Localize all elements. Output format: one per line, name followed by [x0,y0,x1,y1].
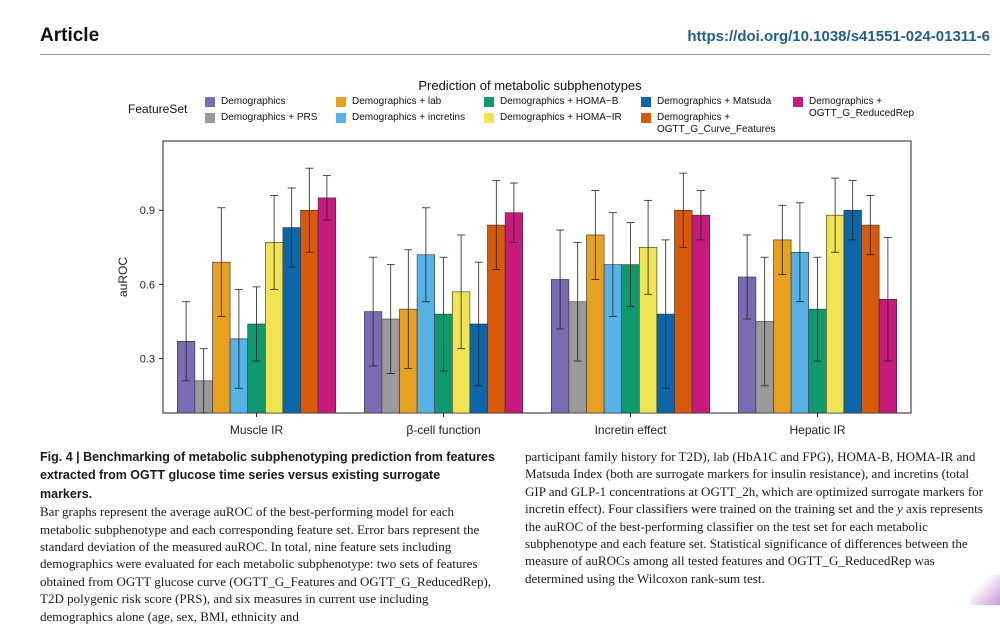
corner-decoration [970,575,1000,605]
page-header: Article https://doi.org/10.1038/s41551-0… [40,22,990,55]
y-tick-label: 0.6 [140,279,155,291]
chart-marks: 0.3 0.6 0.9 Muscle IR β-cell function Increti… [140,167,897,437]
y-axis-label: auROC [116,257,130,297]
y-tick-label: 0.9 [140,205,155,217]
caption-left: Fig. 4 | Benchmarking of metabolic subph… [40,448,495,625]
legend-label: Demographics + HOMA−B [500,96,619,107]
doi-link[interactable]: https://doi.org/10.1038/s41551-024-01311… [687,28,990,45]
caption-y-italic: y [896,501,903,517]
legend-label: OGTT_G_Curve_Features [657,124,776,135]
legend-swatch [484,113,494,123]
bar [691,214,710,414]
legend-title: FeatureSet [128,102,188,116]
legend-swatch [205,113,215,123]
article-label: Article [40,25,100,46]
x-tick-label: Hepatic IR [789,423,845,437]
caption-title: Fig. 4 | Benchmarking of metabolic subph… [40,450,495,501]
legend-label: Demographics + lab [352,96,442,107]
x-tick-label: Muscle IR [230,423,284,437]
y-tick-label: 0.3 [140,354,155,366]
chart-title: Prediction of metabolic subphenotypes [418,78,642,93]
caption-body-left: Bar graphs represent the average auROC o… [40,504,492,624]
bar-chart: 0.3 0.6 0.9 Muscle IR β-cell function Increti… [116,140,912,437]
caption-body-right-1: participant family history for T2D), lab… [525,449,983,517]
x-tick-label: β-cell function [406,423,480,437]
legend-label: Demographics + [657,112,731,123]
legend-label: Demographics + incretins [352,112,466,123]
legend-label: Demographics + PRS [221,112,318,123]
legend-swatch [641,113,651,123]
legend-swatch [205,97,215,107]
legend-label: Demographics [221,96,286,107]
legend-label: Demographics + HOMA−IR [500,112,622,123]
legend-swatch [336,97,346,107]
legend-swatch [336,113,346,123]
bar [317,197,337,414]
x-tick-label: Incretin effect [595,423,667,437]
bar [843,209,862,414]
caption-right: participant family history for T2D), lab… [525,448,985,587]
legend-swatch [484,97,494,107]
legend-label: Demographics + [809,96,883,107]
legend-swatch [793,97,803,107]
legend-label: Demographics + Matsuda [657,96,772,107]
caption-body-right-2: axis represents the auROC of the best-pe… [525,501,983,586]
plot-frame [162,140,912,414]
legend-swatch [641,97,651,107]
legend-label: OGTT_G_ReducedRep [809,108,915,119]
